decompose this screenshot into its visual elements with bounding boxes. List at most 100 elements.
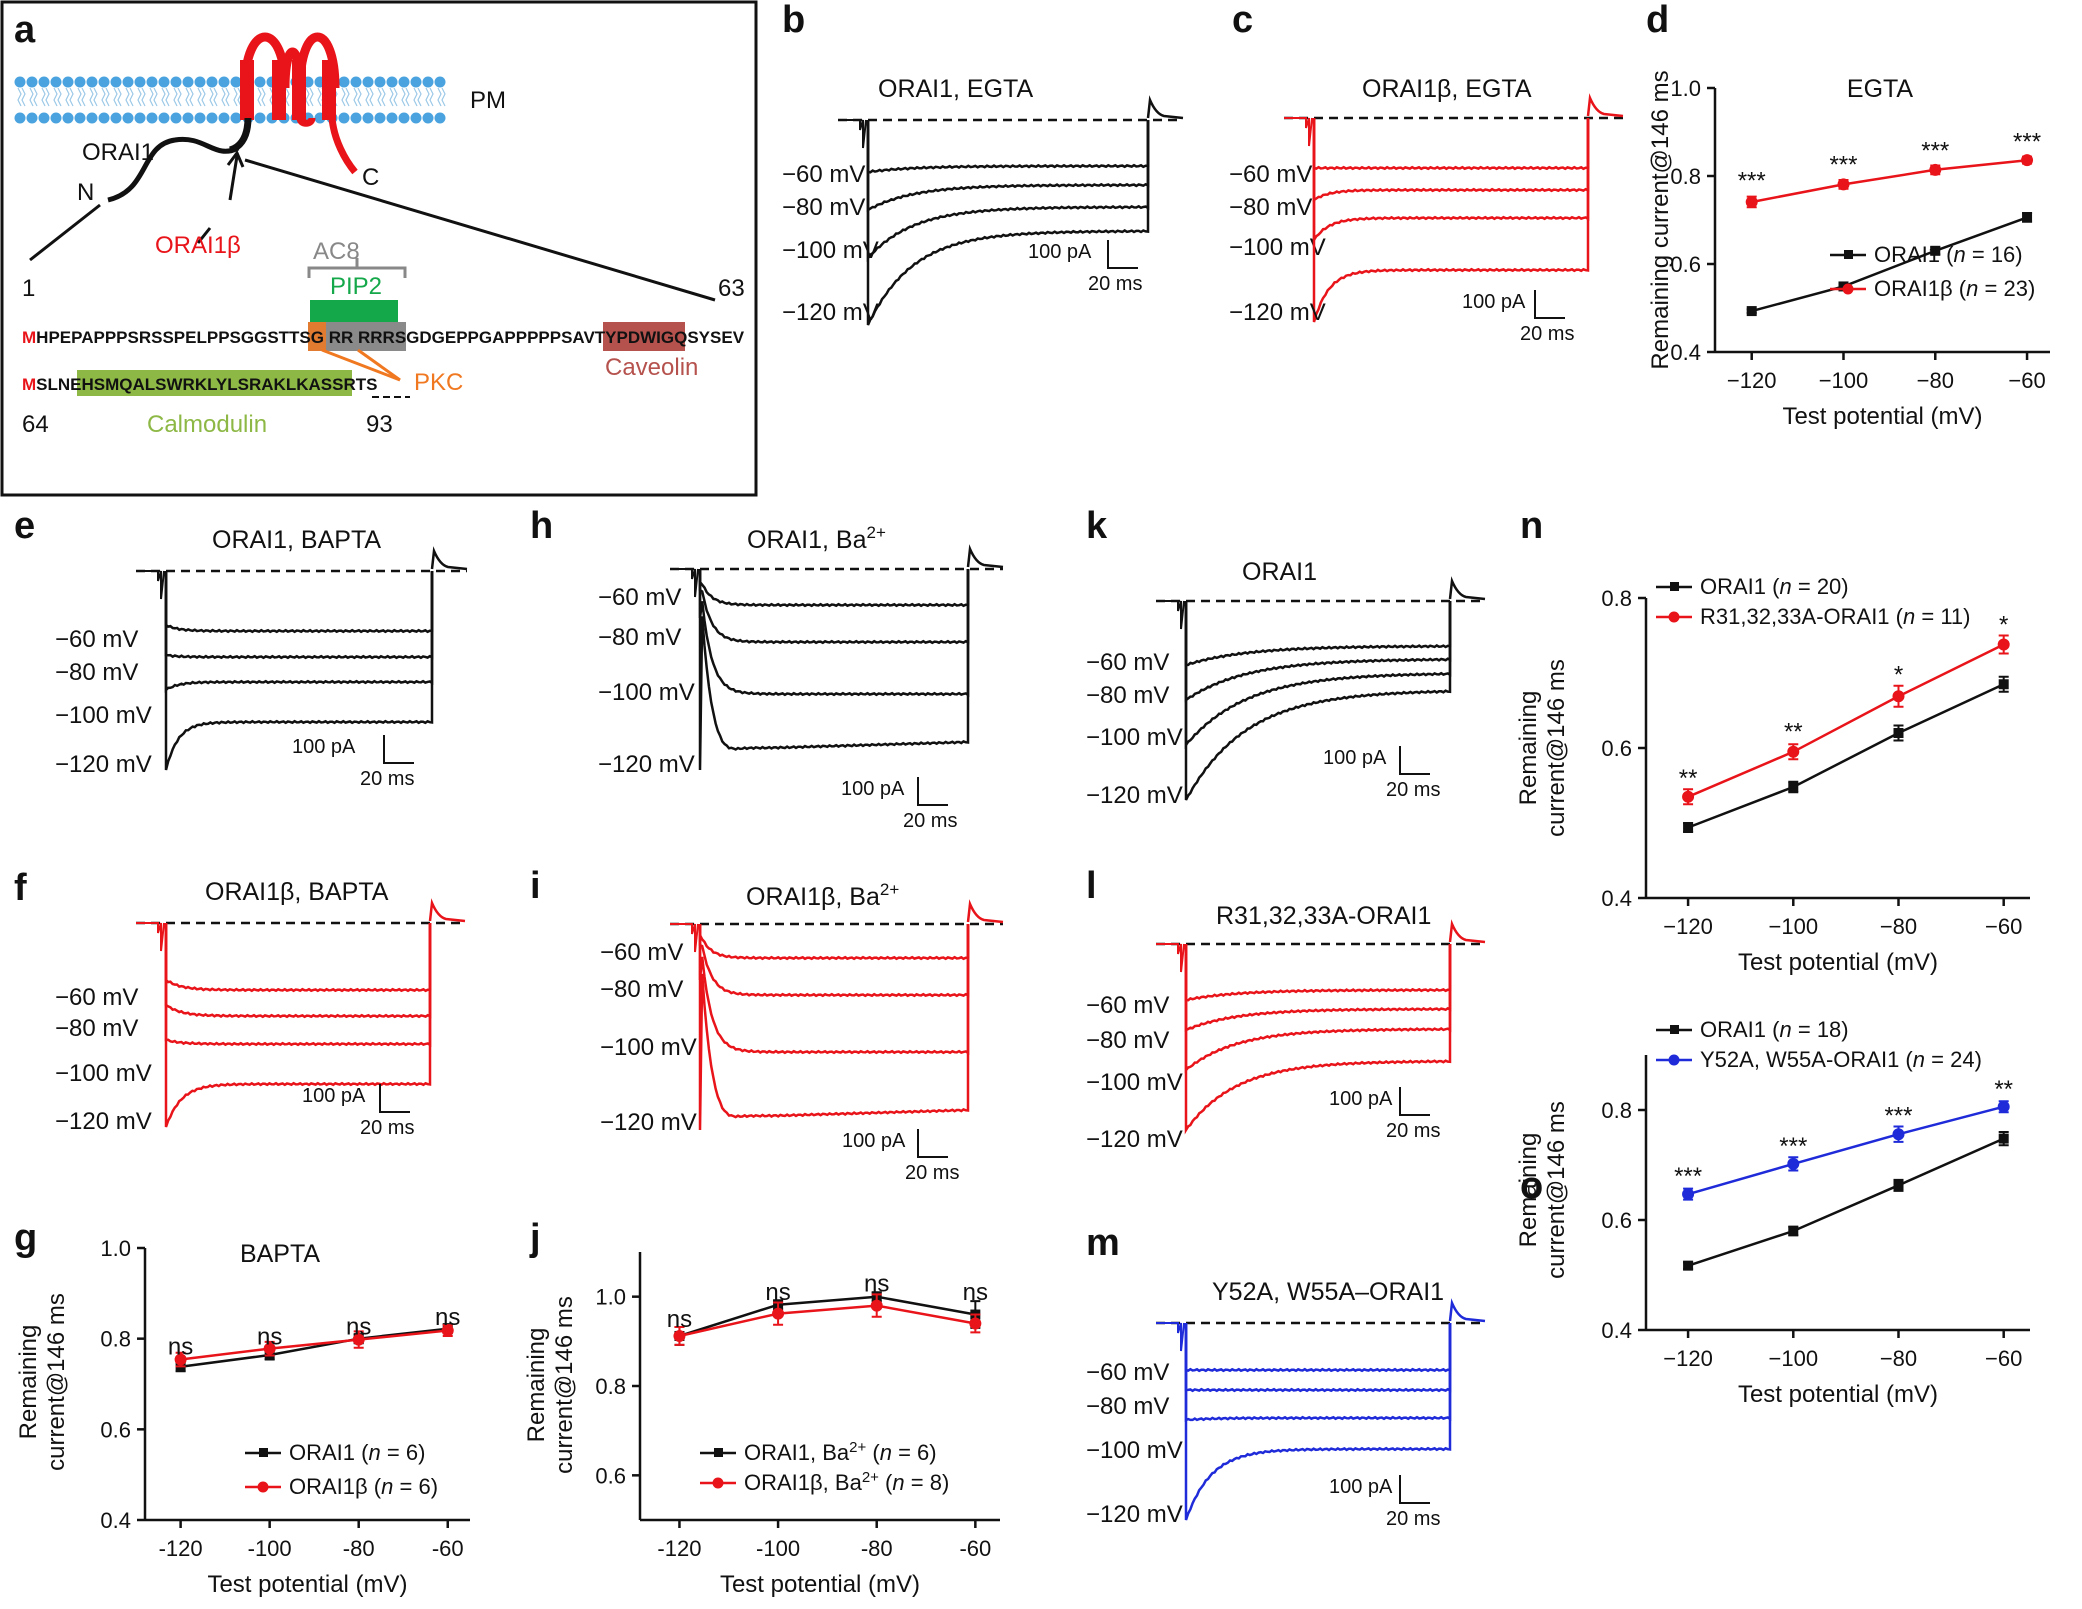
data-point xyxy=(1892,1128,1905,1141)
legend-close: ) xyxy=(1841,574,1848,599)
data-point xyxy=(1837,178,1850,191)
scale-time-label: 20 ms xyxy=(1386,1120,1440,1142)
legend-sep: ( xyxy=(368,1474,382,1499)
legend-name: Y52A, W55A-ORAI1 xyxy=(1700,1047,1899,1072)
series-line-1 xyxy=(1687,643,2005,798)
tail-current xyxy=(966,544,1004,569)
lipid-tail xyxy=(233,87,242,107)
lipid-tail xyxy=(257,87,266,107)
data-point xyxy=(174,1353,187,1366)
lipid-head-top xyxy=(74,76,86,88)
lipid-tail xyxy=(77,87,86,107)
voltage-label: −80 mV xyxy=(782,194,865,221)
series-line-0 xyxy=(679,1295,976,1338)
legend-label: ORAI1β (n = 23) xyxy=(1874,276,2035,301)
panel-g-label: g xyxy=(14,1217,37,1259)
x-tick-label: -100 xyxy=(756,1536,800,1561)
current-sweep xyxy=(1184,601,1452,750)
legend-close: ) xyxy=(929,1440,936,1465)
y-axis-label-line: current@146 ms xyxy=(551,1296,578,1474)
lipid-tail xyxy=(413,87,422,107)
x-tick-label: −120 xyxy=(1727,368,1777,393)
summary-charts: d 0.4 0.6 0.8 1.0 −120 −100 −80 −60 Test potentia… xyxy=(14,0,2050,1598)
legend-n-value: 6 xyxy=(406,1440,418,1465)
chart-title: EGTA xyxy=(1847,75,1914,103)
current-sweep xyxy=(1184,1323,1452,1373)
lipid-tail xyxy=(437,87,446,107)
x-axis-label: Test potential (mV) xyxy=(207,1571,407,1598)
legend-name: ORAI1β xyxy=(1874,276,1953,301)
data-point xyxy=(1998,679,2009,690)
lipid-head-bottom xyxy=(170,112,182,124)
x-axis-label: Test potential (mV) xyxy=(1782,403,1982,430)
y-tick-label: 0.6 xyxy=(100,1417,131,1442)
legend-close: ) xyxy=(1975,1047,1982,1072)
lipid-tail xyxy=(149,87,158,107)
voltage-label: −80 mV xyxy=(1086,682,1169,709)
significance-label: ** xyxy=(1784,719,1803,746)
chart-title: BAPTA xyxy=(240,1240,320,1268)
series-line-0 xyxy=(1687,683,2005,829)
residue-63-label: 63 xyxy=(718,275,745,302)
legend-label: ORAI1β, Ba2+ (n = 8) xyxy=(744,1469,949,1495)
legend-eq: = xyxy=(1978,276,2003,301)
lipid-head-top xyxy=(410,76,422,88)
legend-sep: ( xyxy=(1940,242,1954,267)
panel-b-label: b xyxy=(782,0,805,41)
panel-n-label: n xyxy=(1520,505,1543,547)
x-tick-label: −80 xyxy=(1880,1346,1917,1371)
current-sweep xyxy=(1312,118,1590,203)
y-tick-label: 0.4 xyxy=(100,1508,131,1533)
legend-eq: = xyxy=(393,1474,418,1499)
lipid-tail xyxy=(89,87,98,107)
scale-bar xyxy=(1399,1087,1430,1116)
tail-current xyxy=(1146,95,1184,120)
legend-sup: 2+ xyxy=(862,1469,879,1486)
lipid-head-bottom xyxy=(38,112,50,124)
data-point xyxy=(1682,1188,1695,1201)
legend-n-value: 18 xyxy=(1817,1017,1841,1042)
residue-1-label: 1 xyxy=(22,275,35,302)
legend-marker xyxy=(257,1481,269,1493)
panel-h-traces: h ORAI1, Ba2+ −60 mV −80 mV −100 mV −120 mV 10… xyxy=(530,505,1004,832)
legend-n: n xyxy=(368,1440,380,1465)
y-axis-label-line: current@146 ms xyxy=(1543,659,1570,837)
panel-l-traces: l R31,32,33A-ORAI1 −60 mV −80 mV −100 mV −120… xyxy=(1086,865,1486,1153)
significance-label: ns xyxy=(765,1279,790,1306)
lipid-head-bottom xyxy=(134,112,146,124)
data-point xyxy=(1787,1157,1800,1170)
orai1b-pointer xyxy=(196,227,212,244)
x-tick-label: −80 xyxy=(1880,914,1917,939)
legend-name: ORAI1 xyxy=(289,1440,355,1465)
legend-n-value: 23 xyxy=(2003,276,2027,301)
voltage-label: −100 mV xyxy=(1229,234,1326,261)
n-terminal-label: N xyxy=(77,179,94,206)
scale-time-label: 20 ms xyxy=(1520,323,1574,345)
current-sweep xyxy=(164,923,432,1128)
panel-i-title: ORAI1β, Ba2+ xyxy=(746,880,899,911)
scale-time-label: 20 ms xyxy=(360,768,414,790)
y-axis-label-line: current@146 ms xyxy=(1543,1101,1570,1279)
lipid-tail xyxy=(41,87,50,107)
y-axis-label: Remainingcurrent@146 ms xyxy=(523,1296,578,1474)
y-tick-label: 0.4 xyxy=(1601,1318,1632,1343)
prepulse-artifact xyxy=(136,570,165,600)
current-sweep xyxy=(164,571,434,660)
superscript: 2+ xyxy=(867,523,886,542)
x-tick-label: −100 xyxy=(1769,914,1819,939)
calmodulin-label: Calmodulin xyxy=(147,411,267,438)
legend-sep: ( xyxy=(1766,574,1780,599)
x-tick-label: −120 xyxy=(1663,914,1713,939)
current-sweep xyxy=(698,569,970,771)
panel-a-label: a xyxy=(14,9,36,51)
lipid-tail xyxy=(221,87,230,107)
x-tick-label: -100 xyxy=(248,1536,292,1561)
pkc-label: PKC xyxy=(414,369,463,396)
panel-e-traces: e ORAI1, BAPTA −60 mV −80 mV −100 mV −120 mV 1… xyxy=(14,505,468,790)
x-tick-label: −60 xyxy=(1985,1346,2022,1371)
current-sweep xyxy=(1184,944,1452,1074)
panel-i-traces: i ORAI1β, Ba2+ −60 mV −80 mV −100 mV −120 mV 1… xyxy=(530,865,1004,1184)
panel-m-traces: m Y52A, W55A–ORAI1 −60 mV −80 mV −100 mV −120… xyxy=(1086,1222,1486,1530)
panel-e-label: e xyxy=(14,505,35,547)
